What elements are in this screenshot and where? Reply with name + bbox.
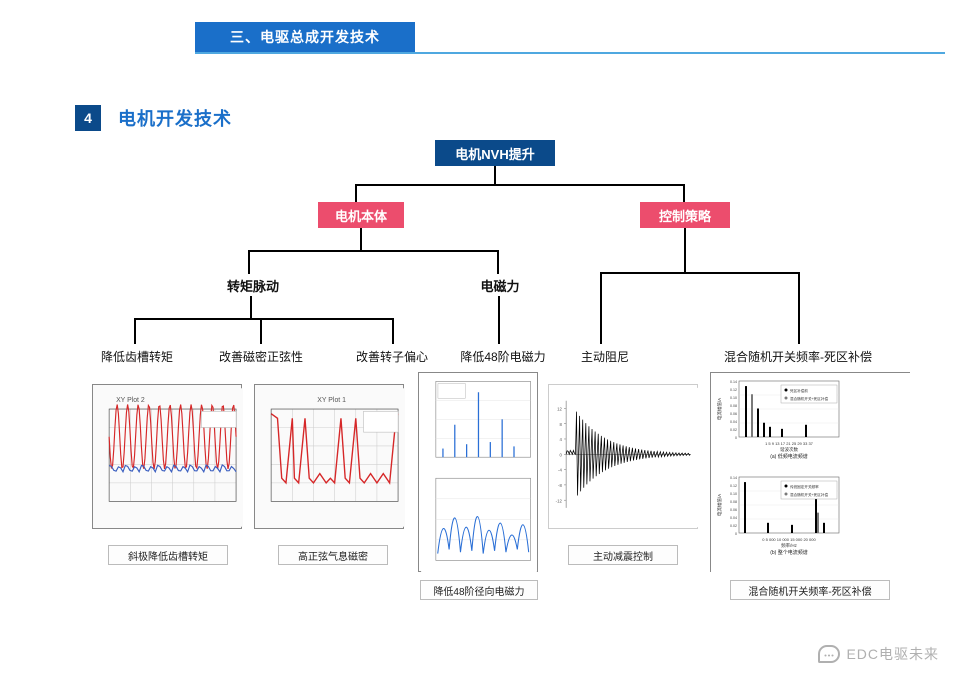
svg-text:传统固定开关频率: 传统固定开关频率 — [790, 484, 819, 489]
svg-text:0.08: 0.08 — [730, 404, 737, 408]
svg-text:频率/Hz: 频率/Hz — [781, 542, 797, 549]
svg-text:电流幅值/A: 电流幅值/A — [716, 398, 723, 420]
conn — [134, 318, 136, 344]
svg-text:XY Plot 1: XY Plot 1 — [317, 397, 346, 404]
svg-text:0.08: 0.08 — [730, 500, 737, 504]
svg-text:(b) 整个电流频谱: (b) 整个电流频谱 — [770, 549, 808, 556]
chart-flux-density: XY Plot 1 — [254, 384, 404, 529]
svg-text:死区补偿前: 死区补偿前 — [790, 388, 808, 393]
svg-text:0: 0 — [735, 532, 737, 536]
leaf-48th-em-force: 降低48阶电磁力 — [448, 348, 558, 365]
caption-spectrum: 混合随机开关频率-死区补偿 — [730, 580, 890, 600]
leaf-rotor-eccentricity: 改善转子偏心 — [342, 348, 442, 365]
svg-text:0.14: 0.14 — [730, 380, 737, 384]
svg-text:1 5 9 13 17 21 25 29 33 37: 1 5 9 13 17 21 25 29 33 37 — [765, 441, 814, 446]
svg-text:0.06: 0.06 — [730, 508, 737, 512]
conn — [498, 296, 500, 344]
svg-text:XY Plot 2: XY Plot 2 — [116, 397, 145, 404]
svg-text:0.10: 0.10 — [730, 492, 737, 496]
leaf-cogging-torque: 降低齿槽转矩 — [92, 348, 182, 365]
leaf-random-switching: 混合随机开关频率-死区补偿 — [668, 348, 928, 365]
leaf-active-damping: 主动阻尼 — [570, 348, 640, 365]
svg-text:0 5 000 10 000 15 000 20: 0 5 000 10 000 15 000 20 000 — [762, 537, 816, 542]
svg-text:0.02: 0.02 — [730, 524, 737, 528]
wechat-icon — [818, 645, 840, 663]
conn — [260, 318, 262, 344]
section-title: 电机开发技术 — [118, 105, 232, 131]
chart-cogging-torque: XY Plot 2 — [92, 384, 242, 529]
svg-text:混合随机开关+死区补偿: 混合随机开关+死区补偿 — [790, 492, 828, 497]
conn — [360, 228, 362, 250]
conn — [355, 184, 357, 202]
node-em-force: 电磁力 — [472, 276, 528, 295]
node-torque-ripple: 转矩脉动 — [218, 276, 288, 295]
conn — [600, 272, 602, 344]
svg-text:0.02: 0.02 — [730, 428, 737, 432]
svg-text:-4: -4 — [558, 468, 562, 473]
svg-text:-12: -12 — [556, 498, 563, 503]
conn — [355, 184, 685, 186]
conn — [392, 318, 394, 344]
caption-damping: 主动减震控制 — [568, 545, 678, 565]
conn — [134, 318, 394, 320]
svg-text:0.06: 0.06 — [730, 412, 737, 416]
leaf-flux-sinusoid: 改善磁密正弦性 — [206, 348, 316, 365]
caption-cogging: 斜极降低齿槽转矩 — [108, 545, 228, 565]
svg-text:0: 0 — [735, 436, 737, 440]
node-motor-body: 电机本体 — [318, 202, 404, 228]
svg-text:0.12: 0.12 — [730, 388, 737, 392]
chart-spectrum: 死区补偿前混合随机开关+死区补偿 1 5 9 13 17 21 25 29 33 … — [710, 372, 910, 572]
conn — [494, 166, 496, 184]
tree-root: 电机NVH提升 — [435, 140, 555, 166]
svg-text:0.12: 0.12 — [730, 484, 737, 488]
conn — [798, 272, 800, 344]
svg-text:0.14: 0.14 — [730, 476, 737, 480]
conn — [250, 296, 252, 318]
chart-active-damping: -12-8-404812 — [548, 384, 698, 529]
svg-text:电流幅值/A: 电流幅值/A — [716, 494, 723, 516]
node-control-strategy: 控制策略 — [640, 202, 730, 228]
chart-48th-force — [418, 372, 538, 572]
svg-text:谐波次数: 谐波次数 — [780, 446, 798, 453]
svg-text:(a) 低频电流频谱: (a) 低频电流频谱 — [770, 453, 808, 460]
conn — [600, 272, 800, 274]
caption-48th: 降低48阶径向电磁力 — [420, 580, 538, 600]
svg-text:0.10: 0.10 — [730, 396, 737, 400]
svg-text:12: 12 — [557, 407, 562, 412]
conn — [683, 184, 685, 202]
watermark-text: EDC电驱未来 — [846, 644, 939, 664]
conn — [684, 228, 686, 272]
section-banner: 三、电驱总成开发技术 — [195, 22, 415, 52]
conn — [497, 250, 499, 274]
svg-text:混合随机开关+死区补偿: 混合随机开关+死区补偿 — [790, 396, 828, 401]
conn — [248, 250, 498, 252]
conn — [248, 250, 250, 274]
svg-text:0.04: 0.04 — [730, 420, 737, 424]
watermark: EDC电驱未来 — [818, 644, 939, 664]
svg-text:0.04: 0.04 — [730, 516, 737, 520]
section-number-badge: 4 — [75, 105, 101, 131]
caption-flux: 高正弦气息磁密 — [278, 545, 388, 565]
svg-text:-8: -8 — [558, 483, 562, 488]
banner-underline — [195, 52, 945, 54]
